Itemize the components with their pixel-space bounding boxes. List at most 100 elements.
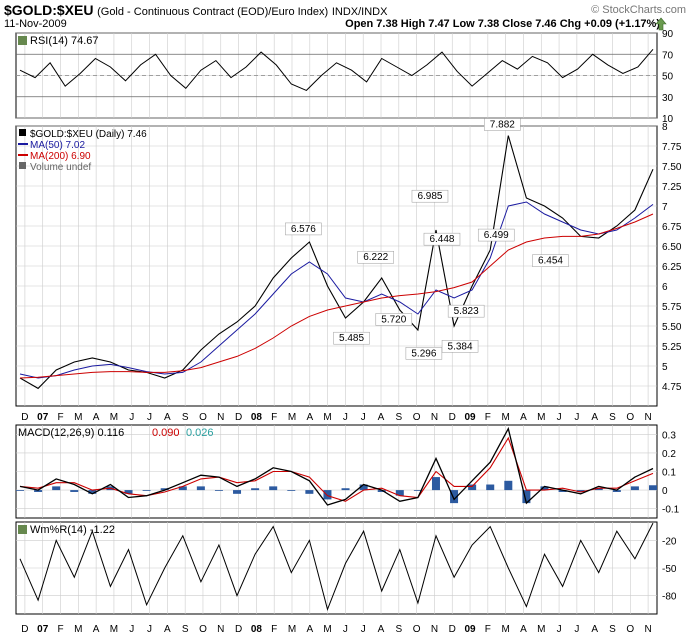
x-tick-label: J <box>147 624 152 635</box>
williams-r-legend-label: Wm%R(14) -1.22 <box>30 524 115 536</box>
price-annotation-box <box>375 313 413 326</box>
macd-histogram-bar <box>52 486 61 491</box>
legend-swatch <box>18 525 27 534</box>
x-tick-label: N <box>217 412 224 423</box>
x-tick-label: O <box>413 624 421 635</box>
x-tick-label: S <box>395 412 402 423</box>
price-annotation-box <box>285 222 322 236</box>
macd-histogram-bar <box>468 484 477 491</box>
y-tick-label: 5 <box>662 362 668 373</box>
y-tick-label: 5.50 <box>662 322 682 333</box>
macd-histogram-bar <box>160 488 169 491</box>
histogram-legend-label: 0.026 <box>186 427 214 439</box>
x-tick-label: D <box>21 412 28 423</box>
macd-histogram-bar <box>522 490 531 504</box>
x-tick-label: A <box>306 624 313 635</box>
x-tick-label: M <box>288 412 296 423</box>
y-tick-label: 4.75 <box>662 382 682 393</box>
macd-line <box>19 426 654 506</box>
x-tick-label: D <box>449 624 456 635</box>
x-tick-label: O <box>413 412 421 423</box>
x-tick-label: A <box>591 624 598 635</box>
x-tick-label: J <box>147 412 152 423</box>
x-tick-label: M <box>74 624 82 635</box>
y-tick-label: 7 <box>662 202 668 213</box>
macd-histogram-bar <box>323 490 332 500</box>
y-tick-label: 10 <box>662 114 674 125</box>
price-annotation-box <box>423 232 461 246</box>
macd-legend-label: MACD(12,26,9) 0.116 <box>18 427 124 439</box>
x-tick-label: O <box>199 412 207 423</box>
y-tick-label: 0 <box>662 486 668 497</box>
macd-histogram-bar <box>630 486 639 491</box>
x-tick-label: 08 <box>251 624 263 635</box>
y-tick-label: 30 <box>662 93 674 104</box>
price-annotation: 5.823 <box>454 306 479 317</box>
y-tick-label: 0.2 <box>662 449 676 460</box>
exchange-label: INDX/INDX <box>331 6 388 18</box>
ma200-legend-label: MA(200) 6.90 <box>30 151 91 162</box>
price-annotation-box <box>411 189 449 203</box>
price-annotation: 5.296 <box>411 348 436 359</box>
legend-swatch <box>18 36 27 45</box>
price-annotation: 6.222 <box>363 252 388 263</box>
y-tick-label: -50 <box>662 564 677 575</box>
macd-histogram-bar <box>178 486 187 491</box>
x-tick-label: A <box>93 624 100 635</box>
macd-histogram-bar <box>269 486 278 491</box>
macd-histogram-bar <box>233 490 242 494</box>
x-tick-label: M <box>323 624 331 635</box>
x-tick-label: M <box>323 412 331 423</box>
x-tick-label: M <box>537 412 545 423</box>
x-tick-label: F <box>271 412 277 423</box>
x-tick-label: N <box>217 624 224 635</box>
y-tick-label: 90 <box>662 29 674 40</box>
price-annotation-box <box>447 304 485 318</box>
x-tick-label: 09 <box>464 624 476 635</box>
x-tick-label: N <box>644 624 651 635</box>
macd-histogram-bar <box>251 488 260 491</box>
y-tick-label: 6 <box>662 282 668 293</box>
macd-histogram-bar <box>341 488 350 491</box>
price-annotation: 7.882 <box>490 119 515 130</box>
macd-histogram-bar <box>124 490 133 494</box>
price-annotation-box <box>441 340 479 353</box>
x-tick-label: J <box>361 412 366 423</box>
x-tick-label: S <box>395 624 402 635</box>
y-tick-label: 5.25 <box>662 342 682 353</box>
ma50-legend-label: MA(50) 7.02 <box>30 140 85 151</box>
x-tick-label: J <box>361 624 366 635</box>
williams-r-line <box>19 522 654 612</box>
x-tick-label: M <box>74 412 82 423</box>
y-tick-label: 50 <box>662 72 674 83</box>
x-tick-label: D <box>449 412 456 423</box>
x-tick-label: A <box>93 412 100 423</box>
x-tick-label: 09 <box>464 412 476 423</box>
symbol-description: (Gold - Continuous Contract (EOD)/Euro I… <box>97 6 329 18</box>
x-tick-label: M <box>110 412 118 423</box>
price-annotation-box <box>405 347 443 360</box>
macd-histogram-bar <box>88 490 97 494</box>
x-tick-label: 07 <box>37 624 49 635</box>
macd-histogram-bar <box>504 480 513 491</box>
volume-legend-label: Volume undef <box>30 162 91 173</box>
chart-date: 11-Nov-2009 <box>4 18 67 30</box>
x-tick-label: A <box>520 412 527 423</box>
brand-watermark: © StockCharts.com <box>591 4 686 16</box>
y-tick-label: -20 <box>662 536 677 547</box>
symbol-title: $GOLD:$XEU <box>4 2 94 18</box>
x-tick-label: N <box>644 412 651 423</box>
price-annotation: 5.384 <box>448 341 473 352</box>
price-annotation-box <box>333 331 370 345</box>
legend-swatch <box>19 129 26 136</box>
x-tick-label: F <box>485 624 491 635</box>
x-tick-label: J <box>343 624 348 635</box>
x-tick-label: S <box>182 412 189 423</box>
y-tick-label: 0.1 <box>662 468 676 479</box>
x-tick-label: O <box>626 412 634 423</box>
price-annotation: 6.576 <box>291 224 316 235</box>
x-tick-label: 07 <box>37 412 49 423</box>
x-tick-label: A <box>306 412 313 423</box>
x-tick-label: M <box>537 624 545 635</box>
